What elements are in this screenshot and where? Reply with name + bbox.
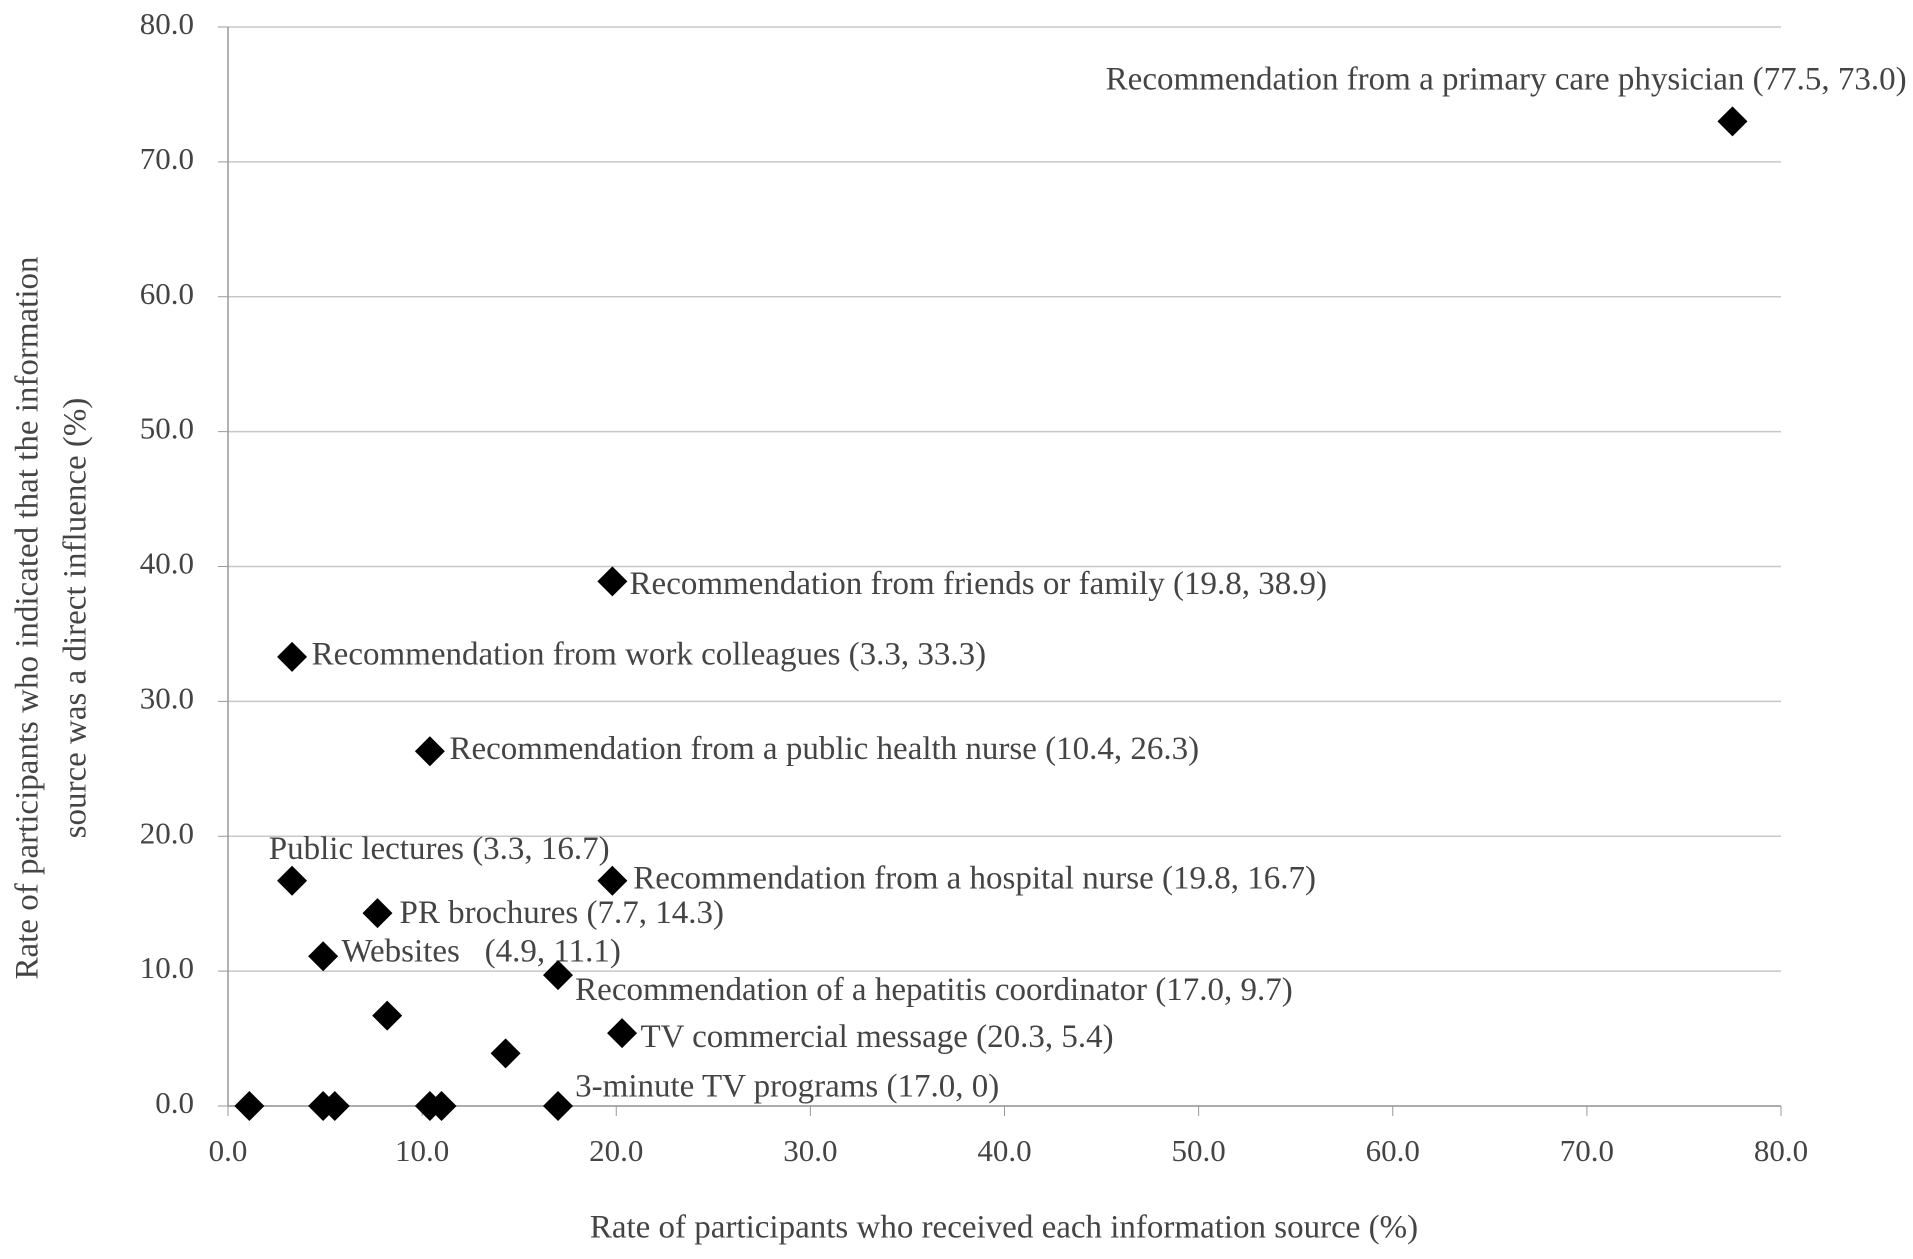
point-label: Recommendation from work colleagues (3.3… — [312, 636, 987, 672]
x-tick-label: 40.0 — [977, 1133, 1031, 1168]
y-tick-label: 10.0 — [140, 950, 194, 985]
x-axis-title: Rate of participants who received each i… — [590, 1210, 1418, 1246]
point — [597, 865, 628, 896]
point — [277, 641, 308, 672]
y-tick-label: 70.0 — [140, 141, 194, 176]
point — [319, 1091, 350, 1121]
point — [490, 1038, 521, 1069]
point — [597, 566, 628, 597]
point — [277, 865, 308, 896]
x-tick-label: 60.0 — [1366, 1133, 1420, 1168]
point-label: Recommendation from a public health nurs… — [450, 731, 1200, 767]
x-tick-label: 70.0 — [1560, 1133, 1614, 1168]
point-label: 3-minute TV programs (17.0, 0) — [575, 1068, 999, 1104]
point-label: Recommendation from a primary care physi… — [1106, 62, 1907, 98]
point-label: Recommendation from a hospital nurse (19… — [633, 860, 1316, 896]
x-tick-label: 0.0 — [209, 1133, 248, 1168]
point — [362, 898, 393, 929]
x-tick-label: 10.0 — [395, 1133, 449, 1168]
point-label: Recommendation of a hepatitis coordinato… — [575, 972, 1293, 1008]
point-label: Recommendation from friends or family (1… — [630, 566, 1327, 602]
point — [607, 1018, 638, 1049]
point-label: Websites (4.9, 11.1) — [342, 933, 621, 969]
point — [414, 736, 445, 767]
point — [1717, 106, 1748, 137]
x-tick-label: 50.0 — [1172, 1133, 1226, 1168]
y-tick-label: 40.0 — [140, 546, 194, 581]
point-label: TV commercial message (20.3, 5.4) — [640, 1019, 1113, 1055]
point — [234, 1091, 265, 1121]
point — [372, 1000, 403, 1031]
x-tick-label: 20.0 — [589, 1133, 643, 1168]
point-label: PR brochures (7.7, 14.3) — [400, 895, 724, 931]
y-axis-title: Rate of participants who indicated that … — [10, 256, 46, 979]
y-tick-label: 20.0 — [140, 815, 194, 850]
y-axis-title: source was a direct influence (%) — [58, 398, 94, 839]
point — [543, 960, 574, 991]
point — [308, 941, 339, 972]
point — [426, 1091, 457, 1121]
y-tick-label: 60.0 — [140, 276, 194, 311]
x-tick-label: 30.0 — [783, 1133, 837, 1168]
x-tick-label: 80.0 — [1754, 1133, 1808, 1168]
y-tick-label: 30.0 — [140, 680, 194, 715]
point — [543, 1091, 574, 1121]
point-label: Public lectures (3.3, 16.7) — [269, 831, 610, 867]
y-tick-label: 80.0 — [140, 6, 194, 41]
y-tick-label: 0.0 — [155, 1085, 194, 1120]
y-tick-label: 50.0 — [140, 411, 194, 446]
